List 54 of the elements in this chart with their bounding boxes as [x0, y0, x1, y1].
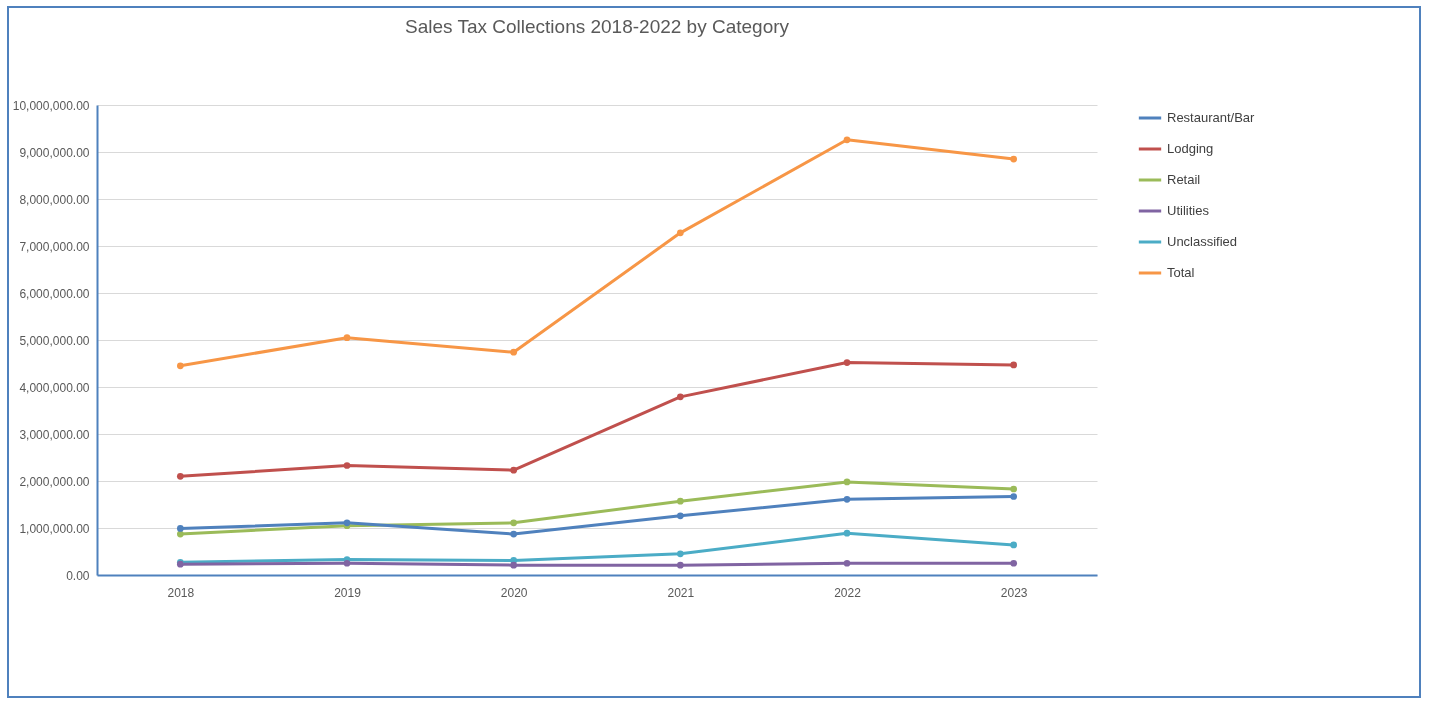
legend-label: Unclassified: [1167, 234, 1238, 249]
y-tick-label: 5,000,000.00: [19, 333, 90, 348]
y-tick-label: 4,000,000.00: [19, 380, 90, 395]
point: [343, 334, 351, 341]
y-tick-label: 9,000,000.00: [19, 145, 90, 160]
point: [176, 530, 184, 538]
point: [843, 495, 851, 503]
point: [843, 559, 851, 567]
x-tick-label: 2023: [1000, 585, 1028, 600]
y-tick-label: 2,000,000.00: [19, 474, 90, 489]
point: [510, 466, 518, 474]
point: [1010, 361, 1018, 369]
point: [176, 525, 184, 532]
y-tick-label: 1,000,000.00: [19, 521, 90, 536]
point: [676, 393, 684, 401]
point: [1010, 485, 1018, 493]
point: [510, 530, 518, 538]
point: [343, 462, 351, 469]
point: [176, 362, 184, 370]
point: [1010, 541, 1018, 549]
point: [1010, 493, 1018, 500]
point: [176, 472, 184, 480]
point: [343, 559, 351, 567]
point: [1010, 155, 1018, 163]
x-tick-label: 2018: [167, 585, 195, 600]
point: [1010, 559, 1018, 567]
point: [676, 550, 684, 558]
y-tick-label: 8,000,000.00: [19, 192, 90, 207]
point: [676, 497, 684, 505]
point: [843, 529, 851, 537]
y-tick-label: 7,000,000.00: [19, 239, 90, 254]
point: [843, 478, 851, 486]
y-tick-label: 0.00: [66, 568, 90, 583]
y-tick-label: 10,000,000.00: [12, 98, 90, 113]
point: [843, 136, 851, 144]
x-tick-label: 2020: [500, 585, 528, 600]
chart-title: Sales Tax Collections 2018-2022 by Category: [404, 16, 790, 37]
point: [676, 229, 684, 237]
legend-label: Total: [1167, 265, 1195, 280]
point: [510, 519, 518, 527]
y-tick-label: 3,000,000.00: [19, 427, 90, 442]
point: [676, 512, 684, 520]
legend-label: Utilities: [1167, 203, 1210, 218]
x-tick-label: 2022: [834, 585, 862, 600]
point: [676, 561, 684, 569]
point: [510, 348, 518, 356]
legend-label: Lodging: [1167, 141, 1214, 156]
y-tick-label: 6,000,000.00: [19, 286, 90, 301]
legend-label: Retail: [1167, 172, 1201, 187]
point: [843, 359, 851, 366]
legend-label: Restaurant/Bar: [1167, 110, 1256, 125]
x-tick-label: 2021: [667, 585, 695, 600]
point: [510, 561, 518, 569]
x-tick-label: 2019: [334, 585, 362, 600]
